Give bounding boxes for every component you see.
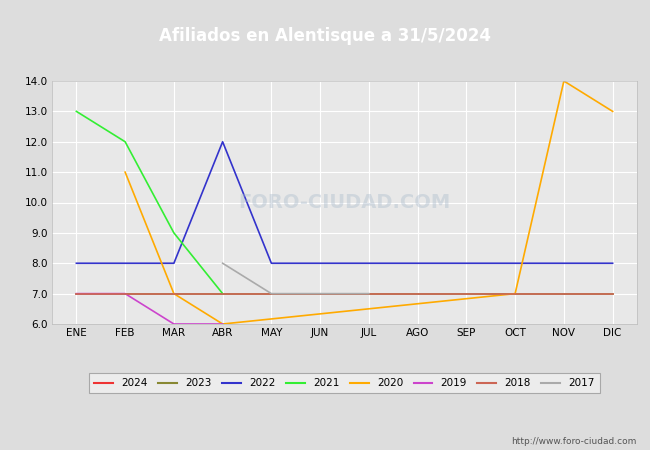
- Text: Afiliados en Alentisque a 31/5/2024: Afiliados en Alentisque a 31/5/2024: [159, 27, 491, 45]
- Text: FORO-CIUDAD.COM: FORO-CIUDAD.COM: [239, 193, 450, 212]
- Text: http://www.foro-ciudad.com: http://www.foro-ciudad.com: [512, 436, 637, 446]
- Legend: 2024, 2023, 2022, 2021, 2020, 2019, 2018, 2017: 2024, 2023, 2022, 2021, 2020, 2019, 2018…: [89, 373, 600, 393]
